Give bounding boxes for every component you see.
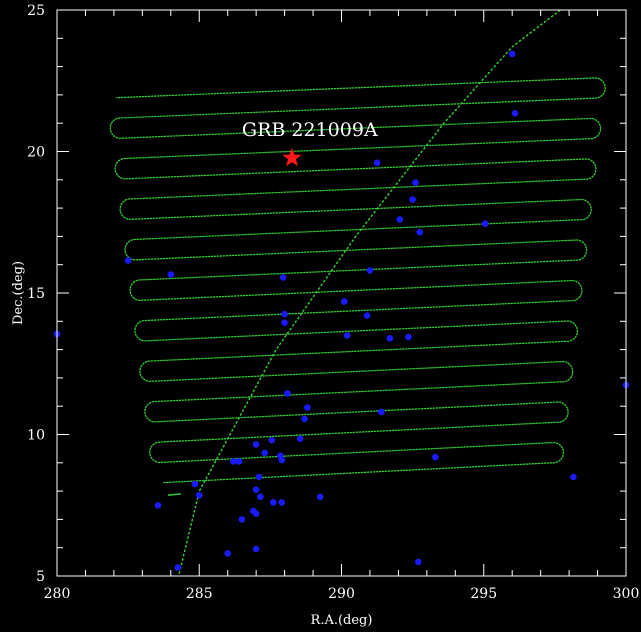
data-point [261, 449, 269, 457]
grb-marker-layer [282, 148, 302, 167]
data-point [281, 319, 288, 327]
grb-annotation: GRB 221009A [242, 119, 378, 141]
diagonal-track [178, 10, 562, 574]
data-point [252, 441, 260, 448]
scan-start-segment [167, 493, 181, 497]
data-point [252, 510, 260, 517]
data-point [343, 332, 351, 339]
data-point [412, 179, 419, 186]
data-point [405, 333, 412, 341]
y-tick-label: 25 [27, 3, 45, 19]
data-point [124, 257, 132, 264]
data-point [341, 298, 348, 305]
data-point [304, 404, 311, 411]
data-point [301, 415, 308, 423]
data-point [268, 436, 276, 444]
data-point [278, 499, 286, 506]
data-point [511, 110, 519, 117]
data-point [373, 159, 381, 167]
data-point [508, 50, 516, 58]
data-point [191, 480, 199, 488]
y-tick-label: 5 [36, 569, 45, 585]
scan-raster-path [109, 77, 606, 484]
data-point [432, 453, 439, 461]
data-point [416, 228, 424, 236]
x-tick-label: 300 [613, 586, 640, 602]
data-point [255, 473, 263, 481]
diagonal-track-line [178, 10, 562, 574]
data-point [396, 216, 404, 223]
data-point [366, 267, 374, 274]
data-point [279, 274, 287, 281]
data-point [386, 335, 394, 342]
data-point [481, 220, 489, 227]
x-tick-label: 280 [44, 586, 71, 602]
y-tick-label: 20 [27, 145, 45, 161]
scan-pattern [109, 77, 606, 497]
y-tick-label: 15 [27, 286, 45, 302]
data-point [196, 492, 203, 499]
data-point [252, 486, 260, 494]
data-point [269, 499, 277, 506]
data-point [252, 545, 260, 553]
data-point [224, 550, 231, 557]
data-point [167, 271, 175, 278]
data-point [238, 516, 246, 523]
data-point [278, 456, 286, 464]
data-point [281, 310, 288, 318]
data-point [316, 493, 324, 501]
x-tick-label: 290 [328, 586, 355, 602]
x-axis-label: R.A.(deg) [311, 613, 373, 628]
x-tick-label: 295 [470, 586, 497, 602]
data-point [284, 390, 291, 397]
data-point [230, 458, 237, 465]
data-point [174, 564, 182, 571]
y-tick-label: 10 [27, 428, 45, 444]
data-point [257, 493, 264, 501]
data-point [378, 408, 385, 416]
axes: 280 285 290 295 300 5 10 15 20 25 [27, 3, 639, 602]
grb-star-marker [282, 148, 302, 167]
y-axis-label: Dec.(deg) [11, 261, 26, 325]
data-point [296, 435, 304, 443]
data-point [154, 502, 162, 509]
data-point [235, 458, 243, 465]
data-point [415, 558, 422, 566]
data-point [363, 312, 371, 319]
source-points [53, 50, 630, 571]
data-point [409, 196, 416, 203]
data-point [570, 473, 577, 481]
x-tick-label: 285 [186, 586, 213, 602]
